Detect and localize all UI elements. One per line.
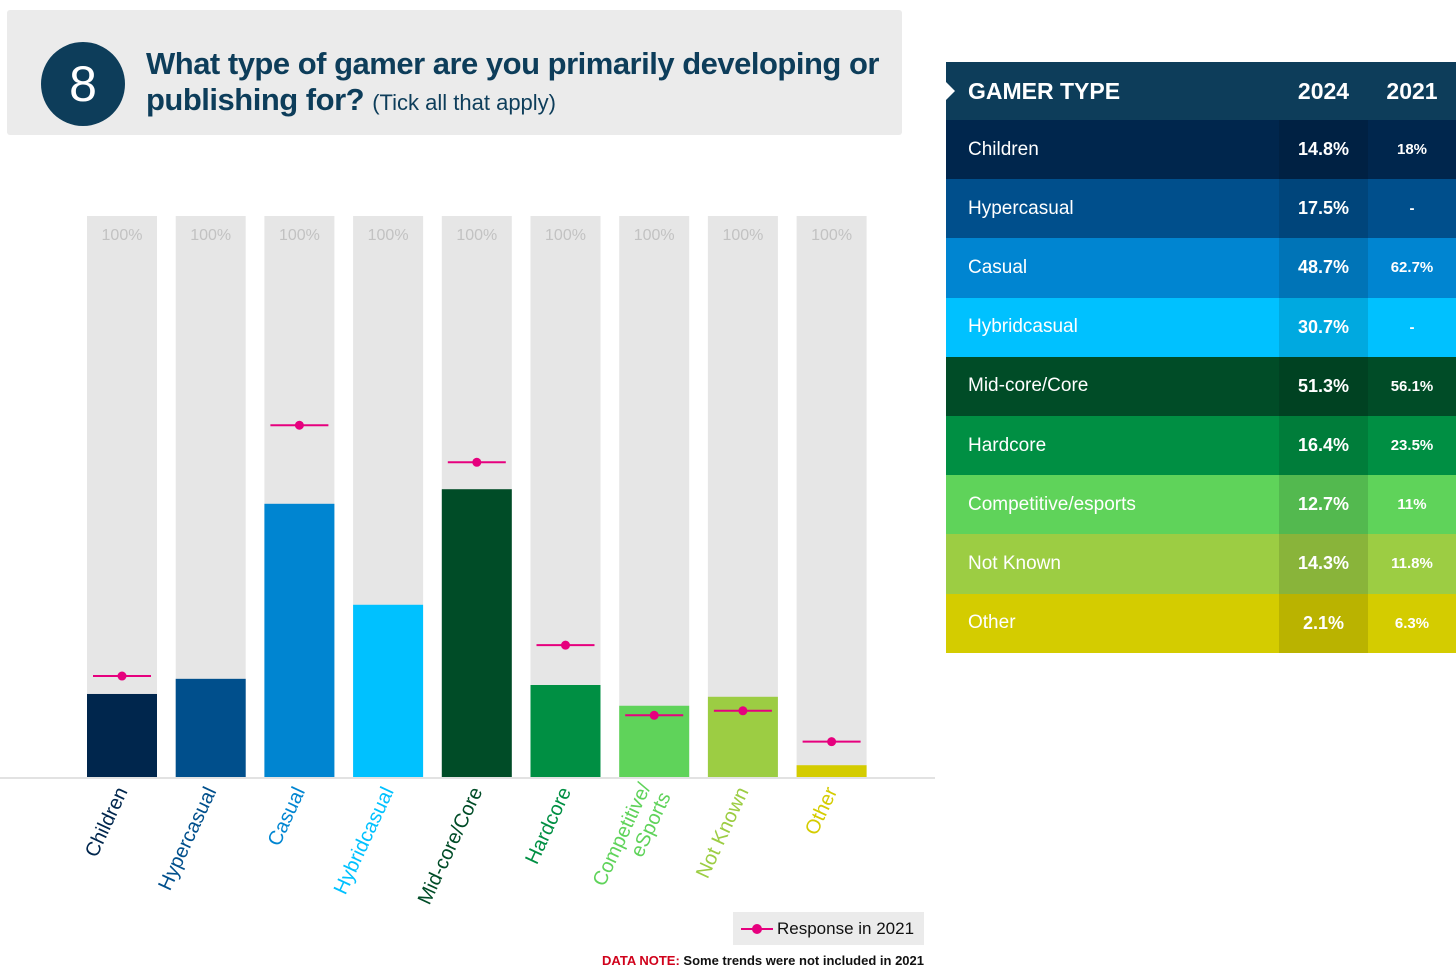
table-body: Children 14.8% 18% Hypercasual 17.5% - Casual 4… <box>946 120 1456 653</box>
bar-background-hardcore <box>530 216 601 777</box>
table-header: GAMER TYPE 2024 2021 <box>946 62 1456 120</box>
marker-2021-dot <box>117 671 127 681</box>
row-value-2021: 11.8% <box>1391 555 1433 573</box>
row-value-2021: 23.5% <box>1390 437 1434 455</box>
row-value-2024: 12.7% <box>1279 475 1368 535</box>
row-value-2024: 48.7% <box>1279 238 1368 298</box>
row-label: Hypercasual <box>968 197 1074 219</box>
category-label-hybridcasual: Hybridcasual <box>330 784 399 898</box>
table-row: Hardcore 16.4% 23.5% <box>946 415 1456 476</box>
row-value-2021: 6.3% <box>1394 614 1430 632</box>
row-value-2021: 56.1% <box>1390 377 1434 395</box>
data-note-text: Some trends were not included in 2021 <box>683 953 924 968</box>
row-value-2024: 14.3% <box>1279 534 1368 594</box>
row-value-2024: 17.5% <box>1279 179 1368 239</box>
table-row: Not Known 14.3% 11.8% <box>946 534 1456 594</box>
row-value-2024: 16.4% <box>1279 415 1368 476</box>
table-row: Competitive/esports 12.7% 11% <box>946 475 1456 535</box>
bar-other <box>796 765 867 777</box>
row-value-2021: 18% <box>1396 141 1428 159</box>
marker-2021-dot <box>738 706 748 716</box>
legend: Response in 2021 <box>733 912 924 945</box>
chart-baseline <box>0 777 935 779</box>
bar-100-label: 100% <box>811 227 852 244</box>
question-number-badge: 8 <box>41 42 125 126</box>
bar-100-label: 100% <box>545 227 586 244</box>
bar-mid-core-core <box>441 489 512 777</box>
table-row: Casual 48.7% 62.7% <box>946 238 1456 298</box>
row-label: Competitive/esports <box>968 493 1136 515</box>
category-label-casual: Casual <box>264 784 310 850</box>
row-label: Casual <box>968 256 1028 278</box>
bar-100-label: 100% <box>279 227 320 244</box>
bar-chart: 100% Children 100% Hypercasual 100% Casual 100… <box>0 216 935 908</box>
row-value-2021: 62.7% <box>1390 259 1434 277</box>
gamer-type-table: GAMER TYPE 2024 2021 Children 14.8% 18% Hyp… <box>946 62 1456 653</box>
legend-label: Response in 2021 <box>777 919 915 938</box>
bar-background-competitive-esports <box>619 216 690 777</box>
marker-2021-dot <box>649 710 659 720</box>
header-gamer-type: GAMER TYPE <box>968 77 1121 104</box>
question-text: What type of gamer are you primarily dev… <box>146 46 879 117</box>
row-label: Not Known <box>968 552 1061 574</box>
category-label-other: Other <box>801 784 842 839</box>
row-value-2024: 14.8% <box>1279 120 1368 180</box>
chart-title: What type of gamer are you primarily dev… <box>146 46 886 121</box>
bar-hardcore <box>530 684 601 777</box>
question-note: (Tick all that apply) <box>372 90 557 115</box>
bar-hybridcasual <box>353 604 424 777</box>
category-label-children: Children <box>81 784 132 861</box>
row-value-2024: 2.1% <box>1279 593 1368 653</box>
data-note-head: DATA NOTE: <box>602 953 680 968</box>
header-arrow-icon <box>946 82 955 100</box>
row-label: Hybridcasual <box>968 316 1078 338</box>
marker-2021-dot <box>827 737 837 747</box>
title-panel: 8 What type of gamer are you primarily d… <box>7 10 902 135</box>
marker-2021-dot <box>294 420 304 430</box>
row-label: Hardcore <box>968 434 1047 456</box>
bar-100-label: 100% <box>634 227 675 244</box>
table-row: Hypercasual 17.5% - <box>946 179 1456 239</box>
row-value-2021: - <box>1409 200 1415 218</box>
bar-100-label: 100% <box>190 227 231 244</box>
bar-background-other <box>796 216 867 777</box>
bar-hypercasual <box>175 678 246 777</box>
table-row: Other 2.1% 6.3% <box>946 593 1456 653</box>
table-row: Children 14.8% 18% <box>946 120 1456 180</box>
bar-background-children <box>87 216 157 777</box>
bar-100-label: 100% <box>722 227 763 244</box>
data-note: DATA NOTE: Some trends were not included… <box>602 953 924 968</box>
bar-100-label: 100% <box>102 227 143 244</box>
bar-background-not-known <box>707 216 778 777</box>
row-value-2021: 11% <box>1397 496 1427 514</box>
category-label-mid-core-core: Mid-core/Core <box>414 784 487 908</box>
bar-100-label: 100% <box>456 227 497 244</box>
header-2021: 2021 <box>1386 77 1438 104</box>
marker-2021-dot <box>561 640 570 650</box>
bar-casual <box>264 503 335 777</box>
category-label-hardcore: Hardcore <box>521 784 576 868</box>
bar-100-label: 100% <box>368 227 409 244</box>
legend-dot-marker <box>752 924 762 934</box>
table-row: Hybridcasual 30.7% - <box>946 297 1456 357</box>
row-value-2024: 51.3% <box>1279 356 1368 416</box>
marker-2021-dot <box>472 457 482 467</box>
table-row: Mid-core/Core 51.3% 56.1% <box>946 356 1456 416</box>
bar-children <box>87 693 157 777</box>
row-value-2021: - <box>1409 318 1415 336</box>
row-value-2024: 30.7% <box>1279 297 1368 357</box>
row-label: Other <box>968 612 1016 634</box>
category-label-hypercasual: Hypercasual <box>154 784 221 894</box>
header-2024: 2024 <box>1297 77 1350 104</box>
category-label-competitive-esports: Competitive/eSports <box>589 779 676 899</box>
row-label: Mid-core/Core <box>968 375 1089 397</box>
category-label-not-known: Not Known <box>692 784 753 882</box>
row-label: Children <box>968 138 1039 160</box>
